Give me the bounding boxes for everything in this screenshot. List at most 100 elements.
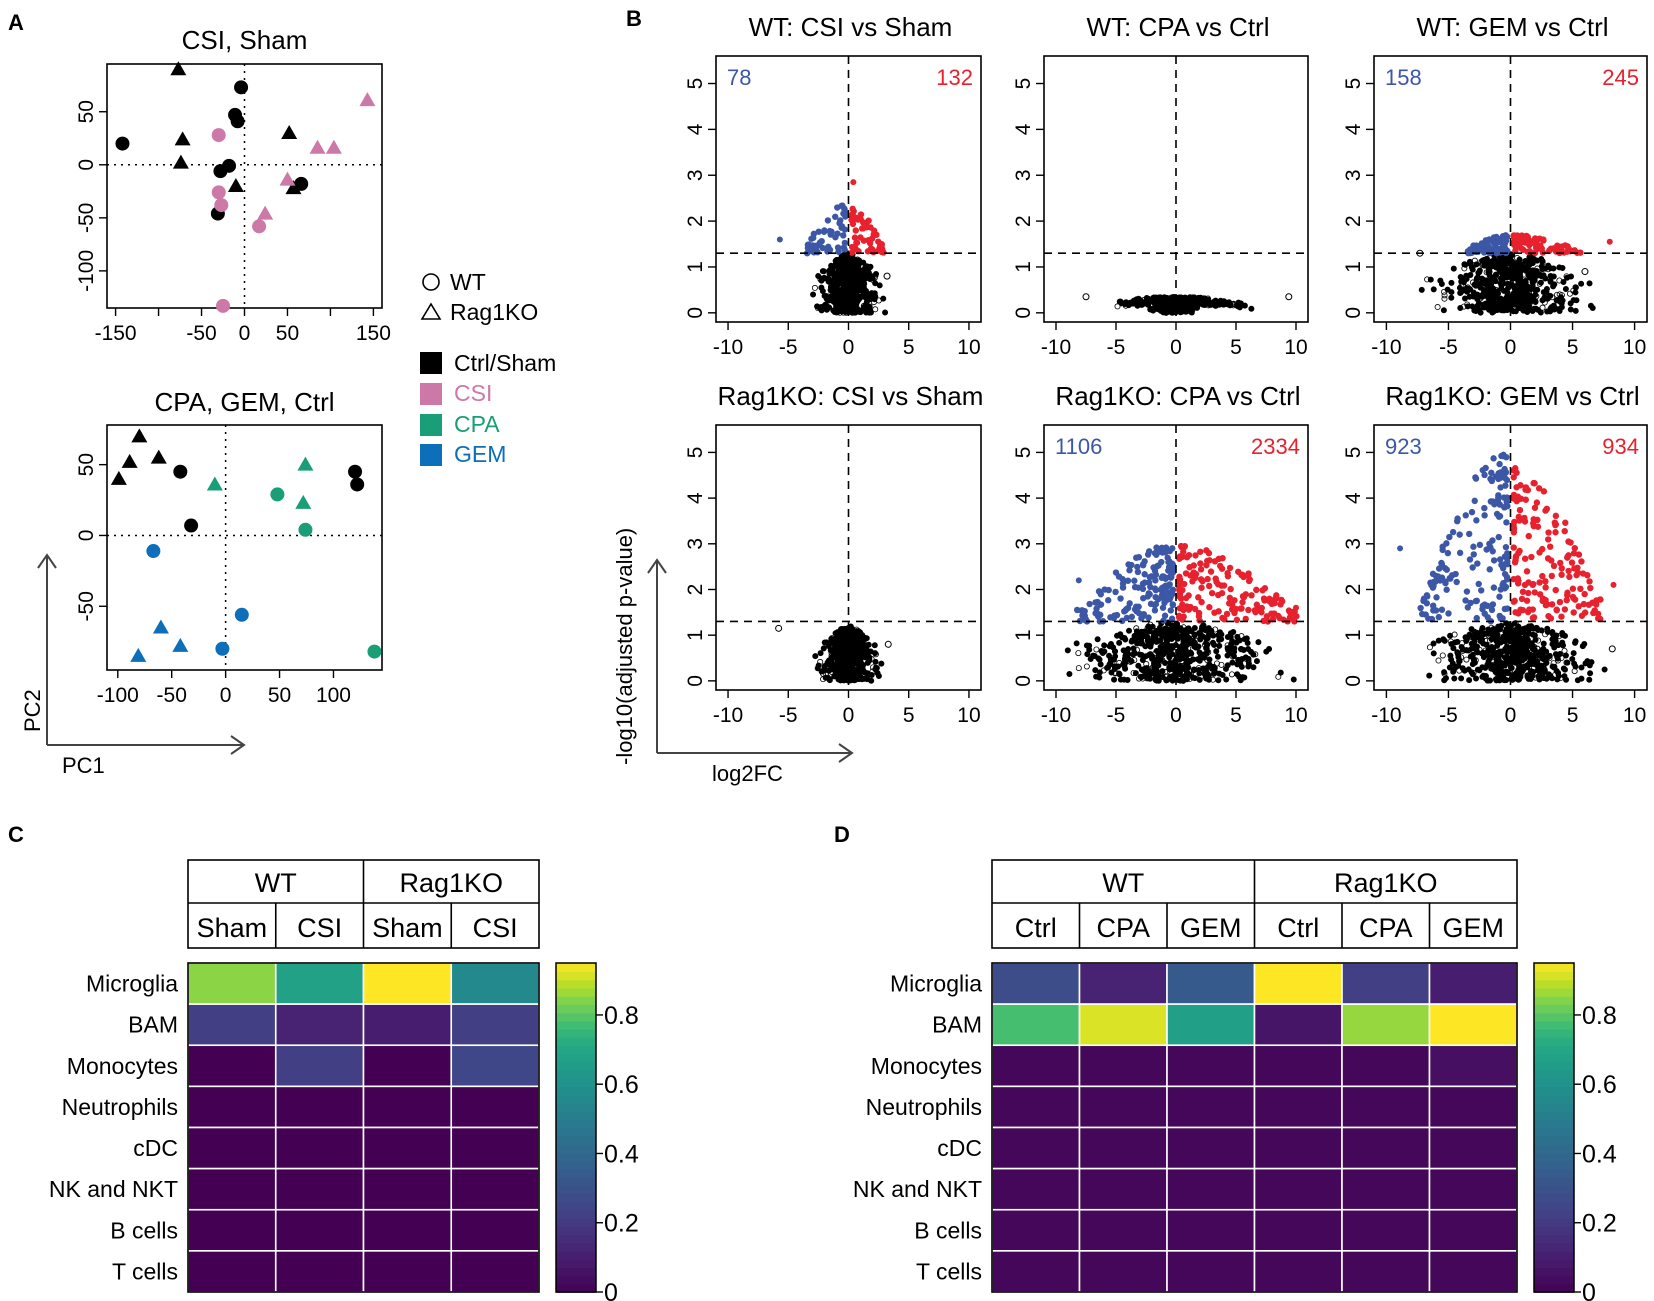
pca-point-triangle — [227, 178, 244, 192]
volcano-point-ns — [1533, 268, 1540, 275]
volcano-point-down — [1474, 560, 1481, 567]
volcano-point-up — [1586, 578, 1593, 585]
colorbar-segment — [1534, 1226, 1574, 1236]
volcano-point-ns — [1180, 628, 1187, 635]
y-tick-label: 4 — [1012, 123, 1035, 135]
volcano-point-down — [1119, 584, 1127, 591]
pca-point-circle — [298, 522, 313, 537]
volcano-point-ns — [1514, 296, 1521, 303]
heatmap-cell — [991, 962, 1081, 1005]
volcano-point-ns — [1418, 286, 1425, 293]
volcano-point-up — [1248, 592, 1255, 599]
volcano-point-down — [1478, 243, 1485, 250]
volcano-point-ns — [1466, 293, 1473, 300]
heatmap-cell — [362, 1044, 453, 1088]
volcano-point-down — [826, 227, 833, 235]
legend-group-label: GEM — [454, 441, 506, 467]
volcano-point-up — [1540, 236, 1547, 243]
colorbar-segment — [1534, 1119, 1574, 1129]
volcano-point-ns — [1083, 663, 1090, 670]
volcano-point-ns — [1572, 307, 1579, 314]
pca-point-triangle — [206, 476, 223, 491]
heatmap-cell — [1253, 1167, 1343, 1211]
volcano-point-ns — [1457, 289, 1464, 296]
colorbar-segment — [556, 1004, 596, 1014]
volcano-point-down — [1481, 471, 1488, 479]
volcano-point-ns — [1155, 662, 1162, 669]
volcano-point-ns — [1166, 654, 1173, 661]
volcano-point-down — [1169, 569, 1177, 576]
volcano-point-ns — [1484, 286, 1491, 293]
volcano-point-down — [1494, 245, 1501, 253]
volcano-point-down — [837, 217, 844, 224]
volcano-point-ns — [1213, 302, 1220, 309]
volcano-point-ns — [1510, 651, 1517, 658]
volcano-point-ns — [1567, 300, 1574, 307]
volcano-point-up — [1565, 552, 1572, 559]
volcano-point-ns — [1165, 627, 1172, 634]
heatmap-cell — [1253, 1003, 1343, 1047]
heatmap-cell — [187, 962, 277, 1005]
heatmap-cell — [1166, 1167, 1256, 1211]
y-tick-label: 0 — [1342, 307, 1365, 319]
volcano-point-ns — [1547, 265, 1554, 272]
volcano-point-ns — [829, 653, 836, 660]
volcano-point-up — [1528, 553, 1535, 561]
volcano-point-ns — [838, 257, 845, 264]
group-header: Rag1KO — [399, 868, 503, 898]
volcano-point-ns — [1439, 652, 1446, 659]
volcano-point-ns — [1205, 632, 1212, 639]
heatmap-cell — [1078, 962, 1168, 1005]
volcano-point-up — [1279, 598, 1286, 605]
volcano-point-ns — [1169, 643, 1176, 650]
volcano-point-down — [1435, 565, 1443, 572]
volcano-point-ns — [1159, 668, 1166, 675]
volcano-point-ns — [837, 294, 844, 301]
column-header: CPA — [1096, 913, 1150, 943]
pca-point-triangle — [170, 61, 187, 76]
volcano-point-up — [1245, 606, 1252, 614]
volcano-point-ns — [1448, 279, 1455, 286]
colorbar-segment — [556, 1127, 596, 1137]
volcano-point-ns — [867, 274, 874, 281]
volcano-point-ns — [1183, 675, 1190, 682]
heatmap-cell — [274, 1003, 365, 1047]
volcano-point-ns — [864, 670, 871, 677]
volcano-point-up — [1542, 584, 1549, 591]
legend-swatch — [420, 383, 442, 405]
volcano-point-ns — [850, 675, 857, 682]
volcano-points — [1416, 232, 1613, 316]
volcano-point-ns — [1547, 272, 1554, 279]
volcano-point-ns — [1218, 631, 1225, 638]
y-tick-label: 3 — [1342, 169, 1365, 181]
pca-point-circle — [211, 185, 226, 200]
column-header: GEM — [1442, 913, 1504, 943]
volcano-point-ns — [1451, 675, 1458, 682]
volcano-point-down — [1166, 581, 1173, 588]
volcano-point-ns — [1498, 664, 1505, 671]
volcano-point-ns — [1138, 674, 1145, 681]
volcano-point-up — [1176, 614, 1183, 621]
volcano-point-up — [1535, 485, 1543, 492]
volcano-point-ns — [1138, 636, 1145, 643]
volcano-point-ns — [1196, 649, 1203, 656]
volcano-point-down — [1446, 533, 1453, 541]
heatmap-cell — [274, 1208, 365, 1252]
colorbar-segment — [1534, 1004, 1574, 1014]
x-tick-label: 0 — [1505, 704, 1517, 727]
volcano-point-ns — [1106, 661, 1113, 668]
heatmap-cell — [274, 1250, 365, 1293]
volcano-point-ns — [1515, 672, 1522, 679]
volcano-point-up — [1523, 568, 1531, 575]
volcano-point-down — [1462, 512, 1469, 519]
volcano-point-up — [1521, 581, 1529, 589]
volcano-point-down — [1482, 464, 1489, 472]
heatmap-cell — [1428, 1044, 1518, 1088]
volcano-point-ns — [878, 660, 885, 667]
volcano-point-ns — [1147, 306, 1154, 313]
volcano-point-down — [1463, 588, 1471, 595]
volcano-point-up — [1597, 596, 1604, 603]
volcano-point-down — [1126, 600, 1133, 607]
volcano-points — [1064, 542, 1300, 684]
volcano-point-ns — [1238, 646, 1245, 653]
